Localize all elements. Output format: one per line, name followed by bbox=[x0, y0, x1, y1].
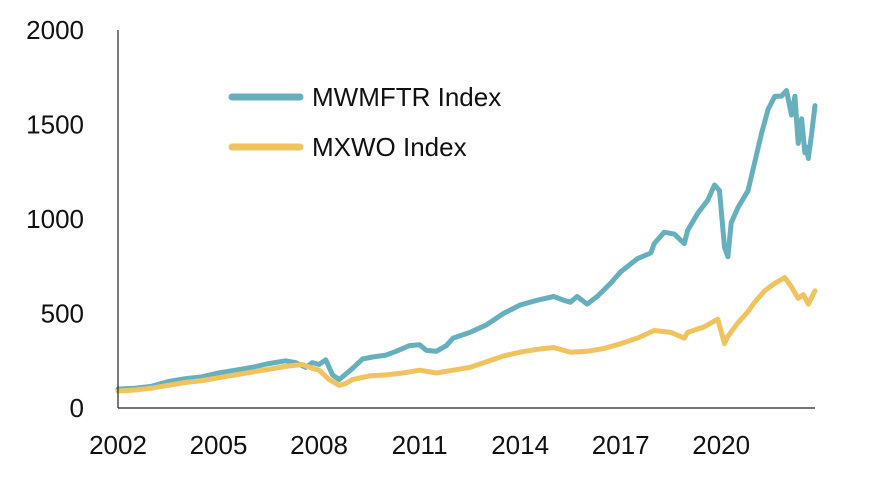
x-tick-label: 2017 bbox=[592, 430, 650, 460]
x-tick-label: 2008 bbox=[290, 430, 348, 460]
legend-label: MWMFTR Index bbox=[312, 82, 501, 112]
x-tick-label: 2011 bbox=[392, 430, 448, 460]
x-tick-labels: 2002 2005 2008 2011 2014 2017 2020 bbox=[89, 430, 750, 460]
legend: MWMFTR Index MXWO Index bbox=[228, 82, 501, 162]
y-tick-label: 1000 bbox=[26, 204, 84, 234]
series-line-mxwo bbox=[115, 275, 818, 394]
x-tick-label: 2005 bbox=[190, 430, 248, 460]
y-tick-label: 500 bbox=[41, 299, 84, 329]
x-tick-label: 2014 bbox=[491, 430, 549, 460]
x-tick-label: 2020 bbox=[692, 430, 750, 460]
y-tick-label: 1500 bbox=[26, 110, 84, 140]
legend-label: MXWO Index bbox=[312, 132, 467, 162]
y-tick-label: 2000 bbox=[26, 15, 84, 45]
x-tick-label: 2002 bbox=[89, 430, 147, 460]
series-layer bbox=[115, 88, 818, 394]
y-tick-label: 0 bbox=[70, 393, 84, 423]
y-tick-labels: 0 500 1000 1500 2000 bbox=[26, 15, 84, 423]
